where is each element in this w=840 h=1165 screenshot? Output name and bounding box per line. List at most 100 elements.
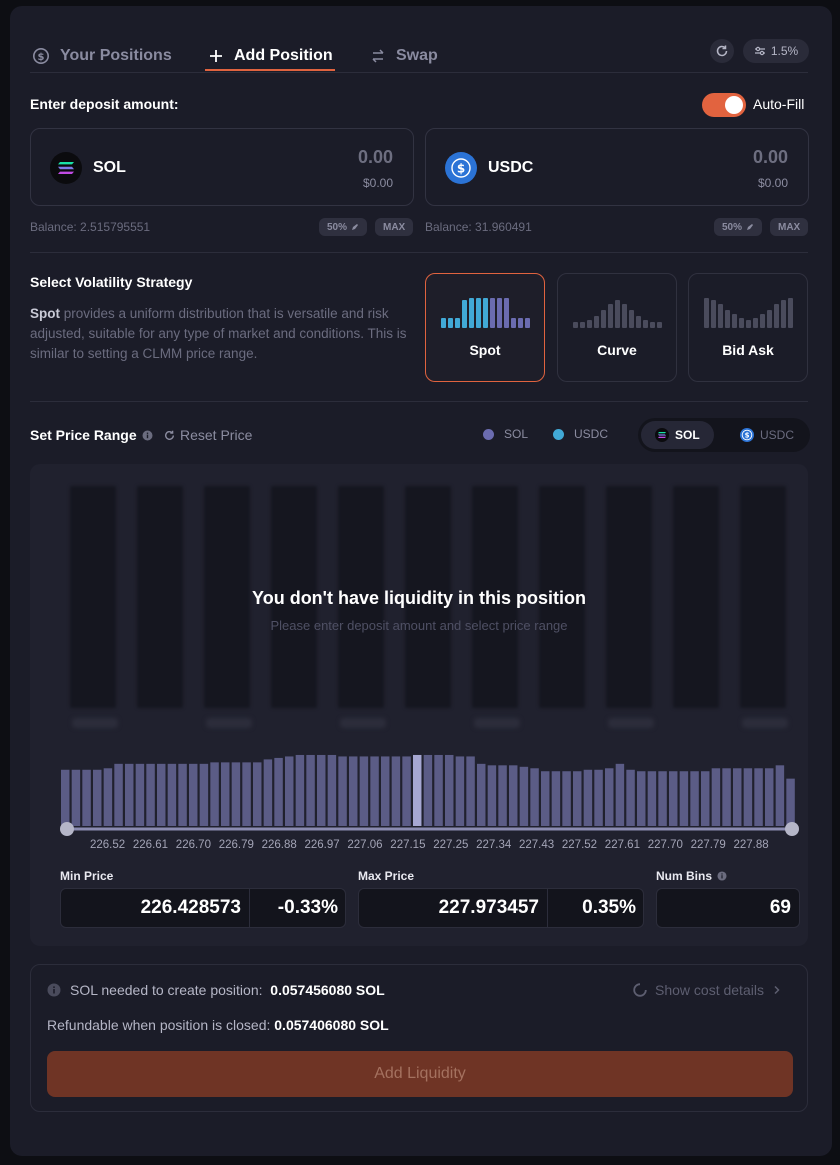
switch-usdc[interactable]: $ USDC [726, 421, 808, 449]
bin-bar[interactable] [722, 768, 731, 826]
usdc-half-button[interactable]: 50% [714, 218, 763, 236]
bin-bar[interactable] [583, 769, 593, 826]
bin-bar[interactable] [381, 756, 390, 826]
bin-bar[interactable] [775, 765, 785, 826]
bin-bar[interactable] [615, 763, 625, 826]
num-bins-input[interactable]: 69 [769, 897, 791, 918]
bin-bar[interactable] [167, 763, 177, 826]
bin-bar[interactable] [178, 763, 187, 826]
bin-bar[interactable] [114, 763, 123, 826]
bin-bar[interactable] [530, 768, 539, 826]
max-price-input[interactable]: 227.973457 [438, 897, 539, 918]
bin-bar[interactable] [455, 756, 465, 826]
bin-bar[interactable] [61, 769, 70, 826]
bin-bar[interactable] [466, 756, 475, 826]
tab-your-positions[interactable]: $ Your Positions [32, 36, 172, 76]
bin-bar[interactable] [370, 756, 379, 826]
strategy-spot[interactable]: Spot [425, 273, 545, 382]
bin-bar[interactable] [189, 763, 198, 826]
bin-bar[interactable] [338, 756, 347, 826]
reset-price-button[interactable]: Reset Price [164, 427, 252, 443]
settings-sliders-icon [754, 46, 765, 56]
bin-bar[interactable] [573, 771, 582, 826]
bin-bar[interactable] [317, 754, 326, 826]
sol-deposit-input[interactable]: SOL 0.00 $0.00 [30, 128, 414, 206]
bin-bar[interactable] [242, 762, 251, 826]
bin-bar[interactable] [82, 769, 91, 826]
max-price-percent-input[interactable]: 0.35% [582, 897, 636, 918]
bin-bar[interactable] [669, 771, 678, 826]
bin-bar[interactable] [551, 771, 561, 826]
bin-bar[interactable] [157, 763, 166, 826]
switch-sol[interactable]: SOL [641, 421, 714, 449]
tab-swap[interactable]: Swap [370, 36, 438, 76]
usdc-max-button[interactable]: MAX [770, 218, 809, 236]
bin-bar[interactable] [701, 771, 710, 826]
bin-bar[interactable] [253, 762, 262, 826]
bin-bar[interactable] [199, 763, 209, 826]
add-liquidity-button[interactable]: Add Liquidity [47, 1051, 793, 1097]
bin-bar[interactable] [605, 768, 614, 826]
bin-bar[interactable] [743, 768, 753, 826]
bin-bar[interactable] [509, 765, 518, 826]
sol-half-button[interactable]: 50% [319, 218, 368, 236]
bin-bar[interactable] [146, 763, 155, 826]
autofill-toggle[interactable] [702, 93, 746, 117]
strategy-bid-ask[interactable]: Bid Ask [688, 273, 808, 382]
bin-bar[interactable] [594, 769, 603, 826]
bin-bar[interactable] [327, 754, 337, 826]
bin-bar[interactable] [349, 756, 358, 826]
bin-distribution-chart[interactable] [30, 748, 808, 844]
bin-bar[interactable] [498, 765, 507, 826]
slippage-button[interactable]: 1.5% [743, 39, 809, 63]
bin-bar[interactable] [754, 768, 763, 826]
bin-bar[interactable] [306, 754, 315, 826]
show-cost-details-button[interactable]: Show cost details [633, 982, 782, 998]
refresh-button[interactable] [710, 39, 734, 63]
bin-bar[interactable] [413, 754, 422, 826]
bin-bar[interactable] [519, 766, 529, 826]
bin-bar[interactable] [733, 768, 742, 826]
info-icon[interactable] [142, 430, 153, 441]
bin-bar[interactable] [487, 765, 497, 826]
bin-bar[interactable] [210, 762, 219, 826]
usdc-deposit-input[interactable]: $ USDC 0.00 $0.00 [425, 128, 809, 206]
bin-bar[interactable] [285, 756, 294, 826]
tab-add-position[interactable]: Add Position [208, 36, 333, 76]
bin-bar[interactable] [295, 754, 305, 826]
min-price-percent-input[interactable]: -0.33% [277, 897, 338, 918]
bin-bar[interactable] [263, 759, 273, 826]
bin-bar[interactable] [402, 756, 411, 826]
bin-bar[interactable] [71, 769, 81, 826]
bin-bar[interactable] [135, 763, 145, 826]
bin-bar[interactable] [434, 754, 443, 826]
bin-bar[interactable] [637, 771, 646, 826]
bin-bar[interactable] [274, 757, 283, 826]
bin-bar[interactable] [445, 754, 454, 826]
bin-bar[interactable] [423, 754, 433, 826]
bin-bar[interactable] [786, 778, 795, 826]
bin-bar[interactable] [541, 771, 550, 826]
bin-bar[interactable] [690, 771, 699, 826]
bin-bar[interactable] [711, 768, 721, 826]
bin-bar[interactable] [477, 763, 486, 826]
bin-bar[interactable] [679, 771, 689, 826]
min-price-handle[interactable] [60, 822, 74, 836]
bin-bar[interactable] [658, 771, 667, 826]
bin-bar[interactable] [626, 769, 635, 826]
max-price-handle[interactable] [785, 822, 799, 836]
bin-bar[interactable] [765, 768, 774, 826]
bin-bar[interactable] [93, 769, 102, 826]
info-icon[interactable] [717, 871, 727, 881]
bin-bar[interactable] [359, 756, 369, 826]
bin-bar[interactable] [103, 768, 113, 826]
bin-bar[interactable] [391, 756, 401, 826]
bin-bar[interactable] [562, 771, 571, 826]
bin-bar[interactable] [647, 771, 657, 826]
bin-bar[interactable] [231, 762, 241, 826]
strategy-curve[interactable]: Curve [557, 273, 677, 382]
min-price-input[interactable]: 226.428573 [140, 897, 241, 918]
bin-bar[interactable] [125, 763, 134, 826]
sol-max-button[interactable]: MAX [375, 218, 414, 236]
bin-bar[interactable] [221, 762, 230, 826]
